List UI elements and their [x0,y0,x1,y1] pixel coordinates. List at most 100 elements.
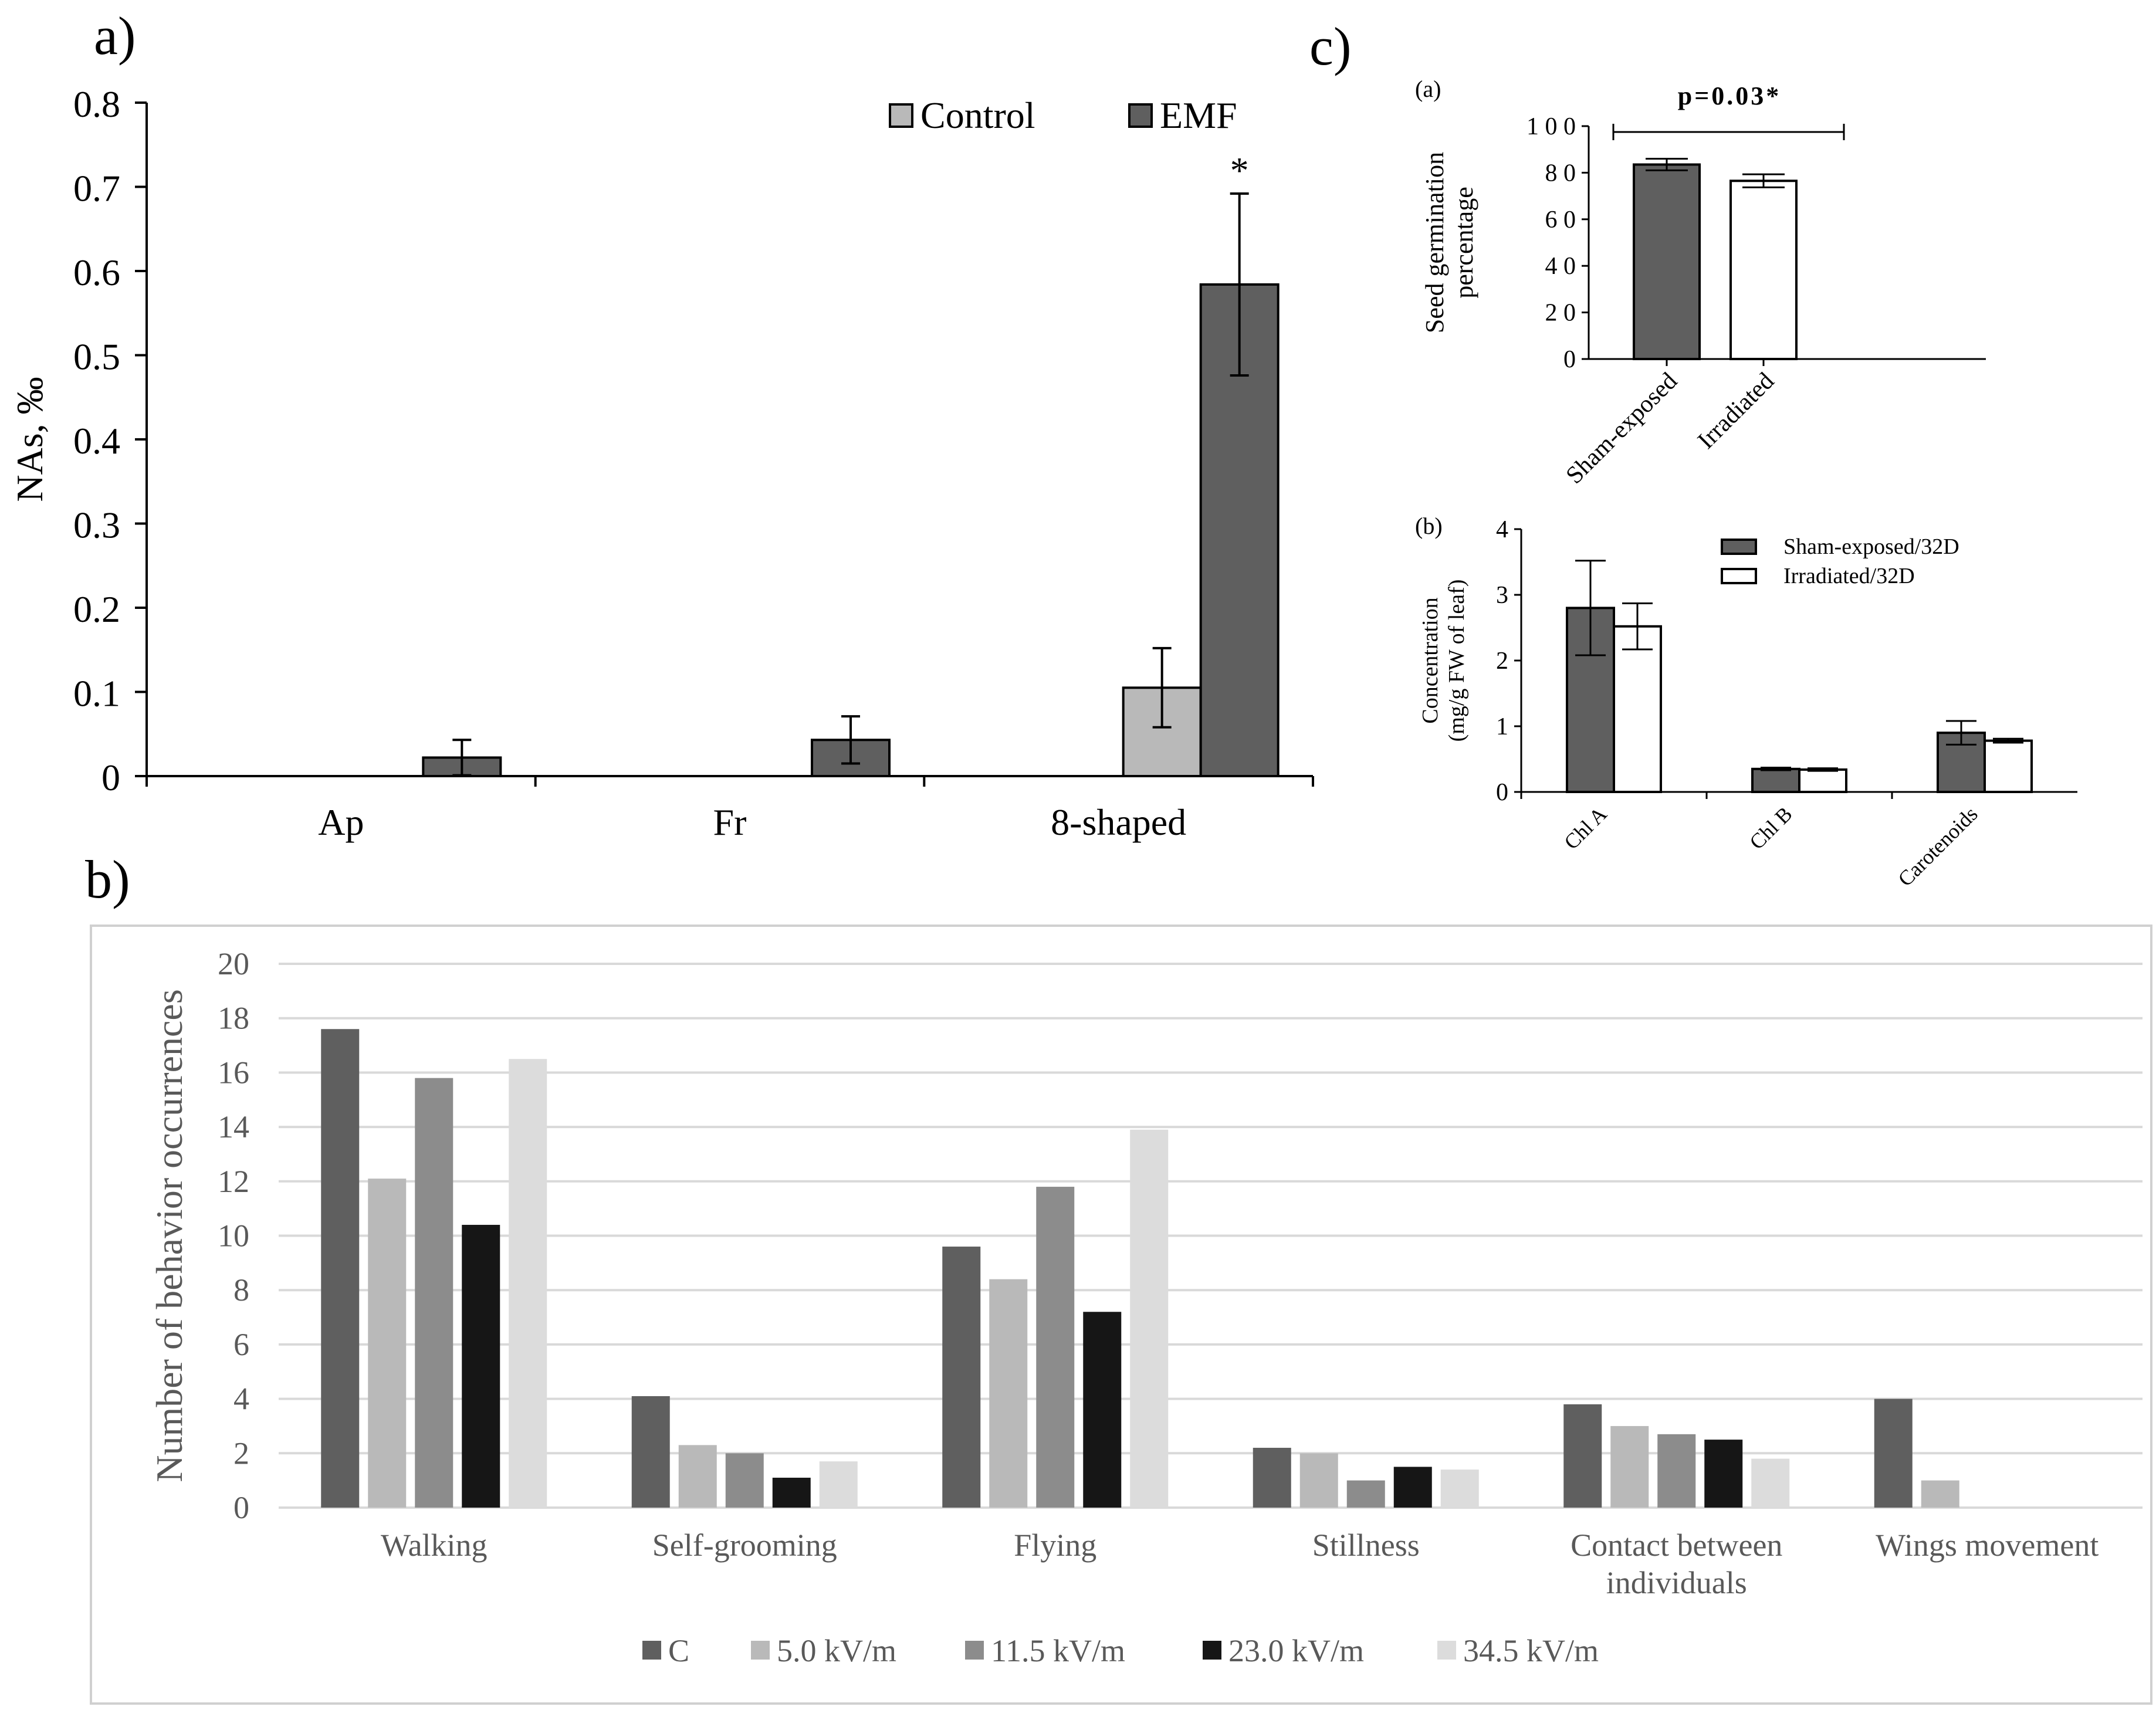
chart-b-bar [1440,1469,1479,1508]
chart-b-y-tick-label: 8 [233,1272,249,1308]
chart-a-x-tick-label: Fr [713,801,747,843]
chart-a-y-tick-label: 0.6 [73,252,120,293]
chart-c-a-y-tick-label: 2 0 [1545,300,1576,327]
chart-b-x-tick-label: Contact between [1571,1528,1782,1563]
chart-a-y-tick-label: 0.8 [73,83,120,125]
chart-b-frame [90,925,2152,1705]
chart-b-bar [989,1279,1028,1508]
chart-b-x-tick-label: Self-grooming [652,1528,837,1563]
chart-b-bar [509,1059,547,1508]
chart-b-y-tick-label: 12 [218,1164,249,1199]
chart-b-x-tick-label: individuals [1606,1565,1747,1600]
chart-b-bar [631,1396,670,1508]
chart-c-a-y-tick-label: 0 [1563,346,1576,373]
chart-a-axes: 0 0.1 0.2 0.3 0.4 0.5 0.6 0.7 0.8 Ap Fr 8-shaped NAs… [9,83,1314,843]
chart-b-x-tick-label: Flying [1014,1528,1096,1563]
chart-a-y-tick-label: 0.4 [73,420,120,462]
chart-b-legend-label: 11.5 kV/m [991,1633,1125,1668]
chart-b-bar [1036,1187,1075,1508]
chart-b-bar [1610,1425,1649,1508]
chart-b-bar [1704,1440,1743,1508]
chart-a-x-tick-label: Ap [318,801,364,843]
chart-c-a-y-tick-label: 8 0 [1545,160,1576,187]
chart-a: * 0 0.1 0.2 0.3 0.4 0.5 0.6 0.7 0.8 Ap Fr 8-shaped N… [9,83,1314,843]
chart-b-bar [819,1461,858,1508]
chart-b-bar [321,1029,360,1508]
chart-b-bar [1921,1480,1959,1508]
chart-a-y-tick-label: 0.1 [73,673,120,715]
chart-b-bar [1657,1434,1696,1508]
chart-a-legend-label: Control [920,94,1035,136]
chart-b-bar [1299,1453,1338,1508]
chart-c-a-bars: p=0.03* [1612,82,1845,360]
chart-c-b-error-bar [1622,602,1653,651]
chart-a-x-tick-label: 8-shaped [1051,801,1186,843]
chart-b-bar [772,1478,811,1508]
chart-a-legend-swatch [889,103,913,128]
chart-c-b-legend-label: Sham-exposed/32D [1783,534,1959,559]
chart-a-legend-swatch [1128,103,1153,128]
chart-c-a-bar [1633,163,1701,360]
chart-c-b-y-tick-label: 4 [1496,516,1508,543]
chart-c-b-error-bar [1575,560,1606,656]
chart-b-bar [368,1179,407,1508]
chart-c-b-y-tick-label: 3 [1496,582,1508,609]
chart-b-y-tick-label: 10 [218,1218,249,1254]
chart-a-legend-label: EMF [1160,94,1237,136]
chart-a-y-tick-label: 0.2 [73,588,120,630]
chart-b-bar [1563,1404,1602,1508]
chart-a-y-tick-label: 0.7 [73,168,120,209]
chart-a-y-tick-label: 0.5 [73,336,120,378]
chart-c-a-error-bar [1742,173,1785,188]
chart-c-b-bar [1798,768,1847,794]
chart-b-y-tick-label: 14 [218,1109,249,1144]
chart-b-legend-swatch [1437,1641,1456,1660]
chart-b-y-tick-label: 18 [218,1001,249,1036]
chart-c-a-y-axis-label: Seed germination [1420,152,1449,333]
chart-c-b-legend-swatch [1721,568,1757,584]
chart-a-legend: Control EMF [889,94,1237,136]
chart-c-b-legend-label: Irradiated/32D [1783,564,1915,588]
chart-b-bar [1393,1467,1432,1508]
chart-c-a-y-tick-label: 4 0 [1545,253,1576,280]
panel-b-label: b) [85,849,130,909]
chart-b-bar [415,1078,453,1508]
chart-b-legend-label: C [668,1633,689,1668]
chart-b-legend-label: 34.5 kV/m [1463,1633,1599,1668]
chart-c-b-bar [1613,625,1662,793]
chart-c-b-error-bar [1808,767,1838,772]
chart-c-b-error-bar [1761,767,1791,771]
chart-b-y-tick-label: 16 [218,1055,249,1090]
chart-c-a-bar [1729,180,1798,360]
chart-b-x-tick-label: Stillness [1312,1528,1420,1563]
chart-b-bar [725,1453,764,1508]
chart-b-y-axis-label: Number of behavior occurrences [148,989,190,1482]
chart-c-b-legend: Sham-exposed/32D Irradiated/32D [1721,534,1959,588]
chart-b-bar [462,1224,500,1508]
chart-c-b-bar [1751,767,1800,794]
chart-b-y-tick-label: 2 [233,1435,249,1471]
chart-b-legend-swatch [642,1641,661,1660]
chart-b-axes: 0 2 4 6 8 10 12 14 16 18 20 Number of behavior occu… [148,946,2099,1600]
chart-c-a-error-bar [1646,158,1688,171]
chart-b-bar [1253,1448,1291,1508]
chart-b-gridlines [279,963,2143,1509]
chart-c-b-sublabel: (b) [1415,513,1443,539]
chart-c-b-y-tick-label: 0 [1496,779,1508,806]
chart-b-legend-label: 23.0 kV/m [1228,1633,1364,1668]
chart-a-significance-marker: * [1230,150,1249,191]
chart-a-bars: * [422,150,1280,778]
chart-b-y-tick-label: 6 [233,1327,249,1362]
chart-c-a-y-tick-label: 1 0 0 [1527,113,1576,140]
chart-b-x-tick-label: Wings movement [1876,1528,2099,1563]
chart-b-bar [942,1247,981,1508]
chart-b-y-tick-label: 4 [233,1381,249,1417]
chart-c-b-error-bar [1946,720,1976,746]
chart-b-legend: C 5.0 kV/m 11.5 kV/m 23.0 kV/m 34.5 kV/m [642,1633,1599,1668]
chart-a-y-tick-label: 0.3 [73,504,120,546]
panel-c-label: c) [1309,16,1351,76]
chart-c-a-p-value: p=0.03* [1678,82,1782,110]
chart-c-b-y-axis-label: Concentration [1418,597,1443,723]
chart-b-bar [678,1445,717,1508]
